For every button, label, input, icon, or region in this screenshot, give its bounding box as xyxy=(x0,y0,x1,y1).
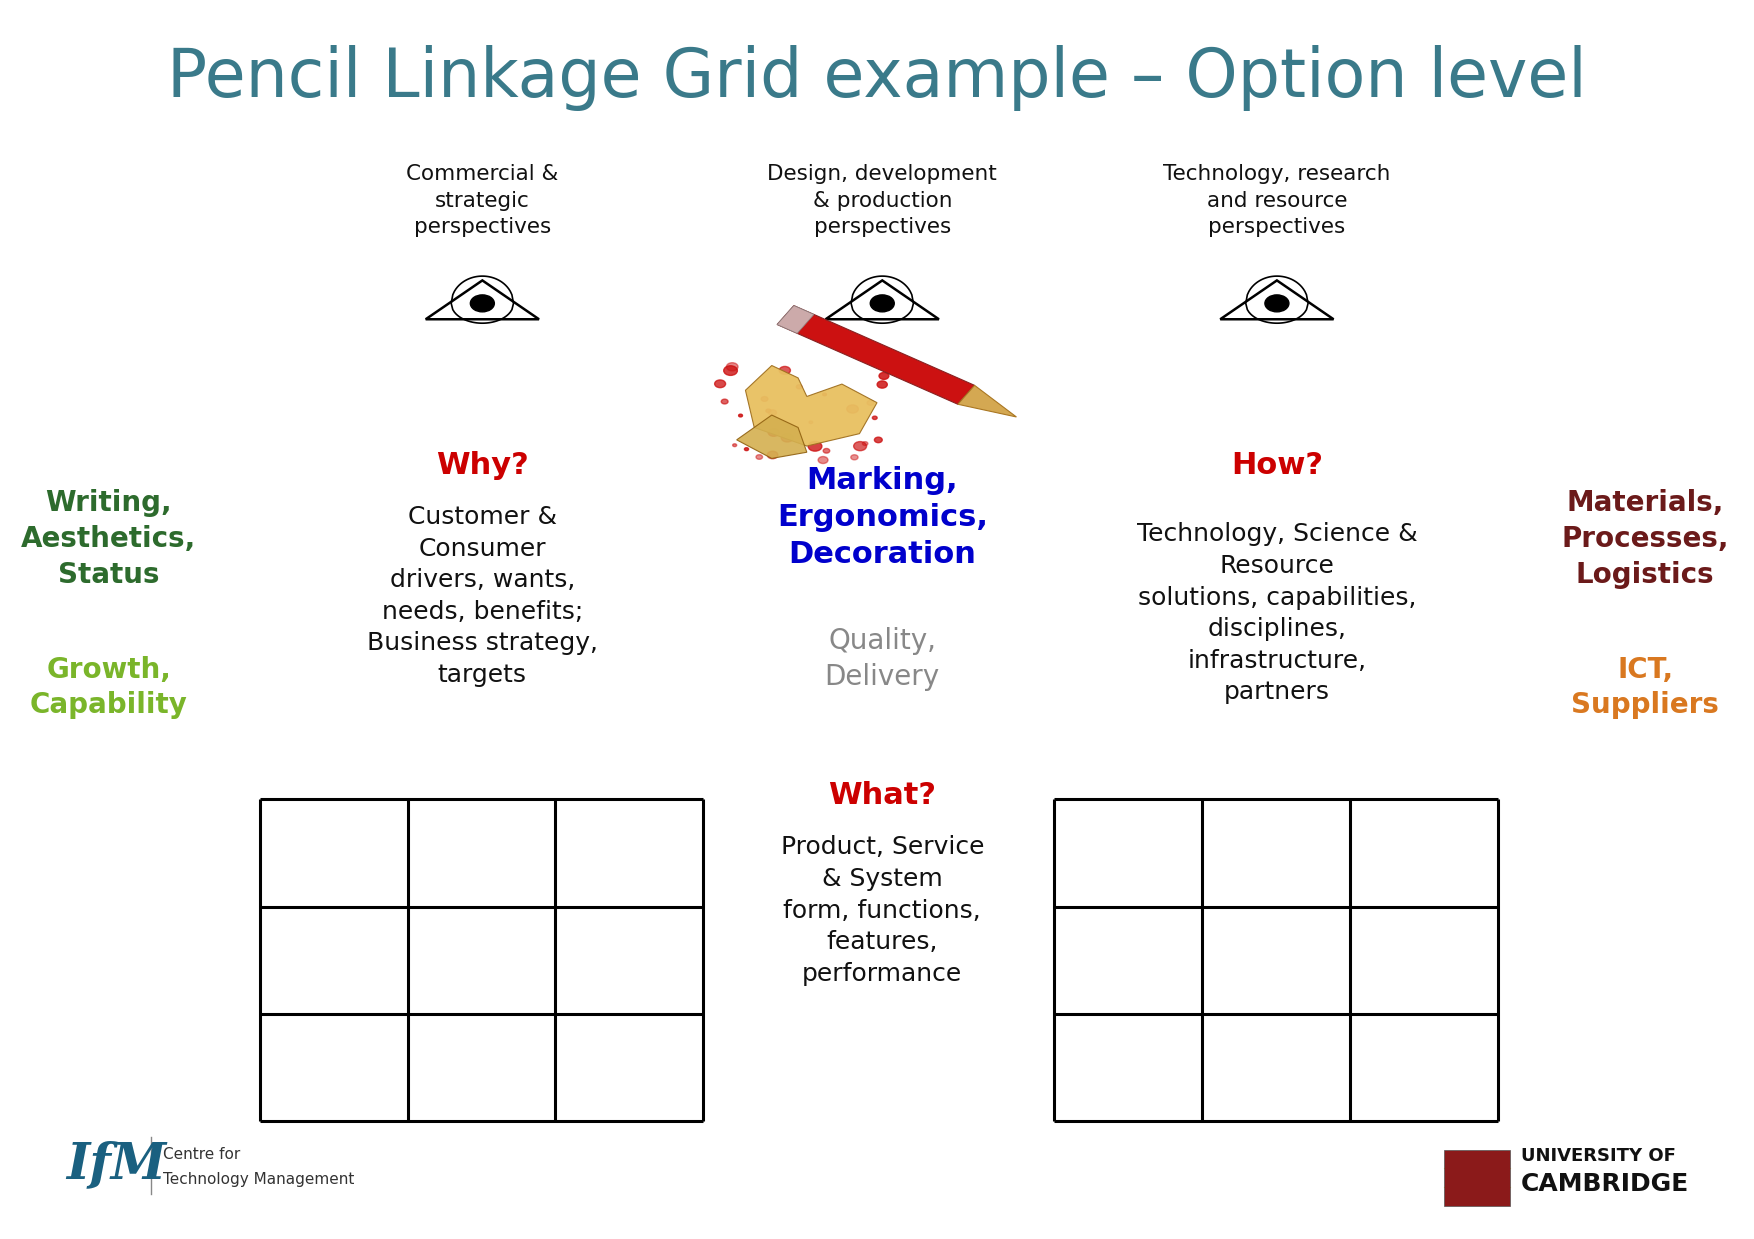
Text: Marking,
Ergonomics,
Decoration: Marking, Ergonomics, Decoration xyxy=(777,466,988,570)
Circle shape xyxy=(744,447,749,451)
Text: CAMBRIDGE: CAMBRIDGE xyxy=(1521,1172,1689,1197)
Circle shape xyxy=(863,441,868,446)
Circle shape xyxy=(877,380,888,388)
Polygon shape xyxy=(737,415,807,458)
Text: Writing,
Aesthetics,
Status: Writing, Aesthetics, Status xyxy=(21,489,196,589)
Circle shape xyxy=(766,451,779,458)
Circle shape xyxy=(870,295,895,312)
Text: Technology, Science &
Resource
solutions, capabilities,
disciplines,
infrastruct: Technology, Science & Resource solutions… xyxy=(1137,523,1417,704)
Circle shape xyxy=(809,441,823,451)
Circle shape xyxy=(733,444,737,446)
Circle shape xyxy=(809,421,812,424)
Text: How?: How? xyxy=(1231,451,1323,481)
Circle shape xyxy=(879,373,889,379)
Circle shape xyxy=(726,363,738,370)
Circle shape xyxy=(851,455,858,460)
Circle shape xyxy=(766,409,772,413)
Circle shape xyxy=(796,385,802,389)
Text: Centre for: Centre for xyxy=(163,1147,240,1162)
Circle shape xyxy=(1265,295,1289,312)
Circle shape xyxy=(721,399,728,404)
Text: Customer &
Consumer
drivers, wants,
needs, benefits;
Business strategy,
targets: Customer & Consumer drivers, wants, need… xyxy=(367,506,598,686)
Text: ICT,
Suppliers: ICT, Suppliers xyxy=(1572,655,1719,720)
Circle shape xyxy=(738,414,742,416)
Circle shape xyxy=(817,456,828,463)
FancyBboxPatch shape xyxy=(1444,1150,1510,1206)
Text: Commercial &
strategic
perspectives: Commercial & strategic perspectives xyxy=(407,165,558,237)
Circle shape xyxy=(779,367,791,374)
Polygon shape xyxy=(745,366,877,446)
Text: Design, development
& production
perspectives: Design, development & production perspec… xyxy=(768,165,996,237)
Circle shape xyxy=(823,393,826,395)
Text: Quality,
Delivery: Quality, Delivery xyxy=(824,627,940,691)
Circle shape xyxy=(714,380,726,388)
Circle shape xyxy=(823,449,830,453)
Text: Materials,
Processes,
Logistics: Materials, Processes, Logistics xyxy=(1561,489,1729,589)
Text: UNIVERSITY OF: UNIVERSITY OF xyxy=(1521,1147,1675,1165)
Circle shape xyxy=(768,410,777,415)
Circle shape xyxy=(761,396,768,401)
Circle shape xyxy=(470,295,495,312)
Text: Growth,
Capability: Growth, Capability xyxy=(30,655,188,720)
Text: Product, Service
& System
form, functions,
features,
performance: Product, Service & System form, function… xyxy=(781,835,984,986)
Circle shape xyxy=(768,429,779,436)
Text: IfM: IfM xyxy=(67,1140,167,1189)
Text: Technology Management: Technology Management xyxy=(163,1172,354,1187)
Polygon shape xyxy=(777,306,975,404)
Circle shape xyxy=(866,400,873,405)
Text: Technology, research
and resource
perspectives: Technology, research and resource perspe… xyxy=(1163,165,1391,237)
Circle shape xyxy=(756,455,763,460)
Circle shape xyxy=(875,437,882,442)
Circle shape xyxy=(724,366,737,375)
Text: Pencil Linkage Grid example – Option level: Pencil Linkage Grid example – Option lev… xyxy=(167,45,1587,112)
Circle shape xyxy=(854,441,866,451)
Circle shape xyxy=(781,434,793,442)
Polygon shape xyxy=(958,385,1016,418)
Polygon shape xyxy=(777,306,814,333)
Text: What?: What? xyxy=(828,781,937,810)
Circle shape xyxy=(847,405,858,413)
Text: Why?: Why? xyxy=(437,451,528,481)
Circle shape xyxy=(872,416,877,420)
